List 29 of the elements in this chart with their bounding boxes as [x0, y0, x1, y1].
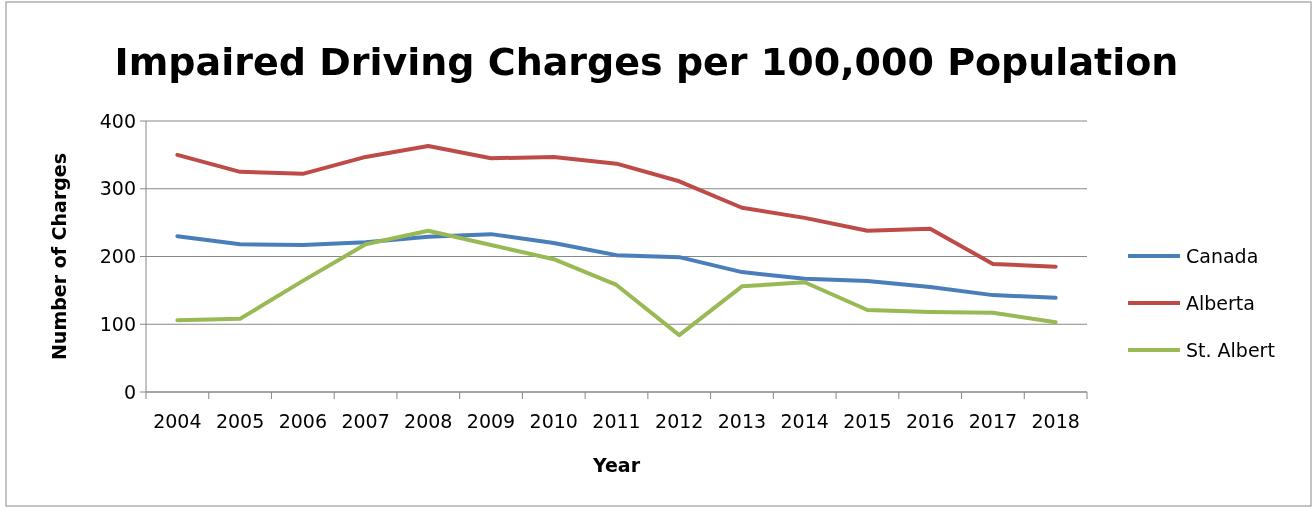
x-tick-label: 2016: [905, 410, 955, 432]
x-tick-label: 2012: [655, 410, 704, 432]
x-tick-label: 2011: [592, 410, 641, 432]
y-tick-label: 400: [99, 109, 136, 132]
x-tick-label: 2017: [968, 410, 1018, 432]
legend-label: Alberta: [1186, 291, 1255, 314]
x-tick-label: 2004: [153, 410, 202, 432]
x-tick-label: 2006: [278, 410, 328, 432]
x-tick-label: 2013: [717, 410, 767, 432]
y-tick-label: 300: [99, 177, 136, 200]
x-tick-label: 2018: [1031, 410, 1080, 432]
x-tick-label: 2008: [404, 410, 453, 432]
legend-label: St. Albert: [1186, 338, 1275, 361]
x-tick-label: 2014: [780, 410, 829, 432]
x-tick-label: 2007: [341, 410, 390, 432]
x-tick-label: 2015: [843, 410, 892, 432]
y-tick-label: 200: [99, 245, 136, 268]
x-tick-label: 2005: [215, 410, 265, 432]
x-tick-label: 2009: [466, 410, 516, 432]
line-series: [175, 228, 1058, 338]
y-axis-title: Number of Charges: [48, 152, 70, 361]
line-series: [175, 232, 1058, 300]
y-tick-label: 100: [99, 312, 136, 335]
x-axis-title: Year: [591, 454, 641, 476]
line-series: [175, 144, 1058, 269]
chart-title: Impaired Driving Charges per 100,000 Population: [114, 40, 1179, 84]
y-tick-label: 0: [123, 380, 136, 403]
x-tick-label: 2010: [529, 410, 578, 432]
legend-label: Canada: [1186, 244, 1259, 267]
